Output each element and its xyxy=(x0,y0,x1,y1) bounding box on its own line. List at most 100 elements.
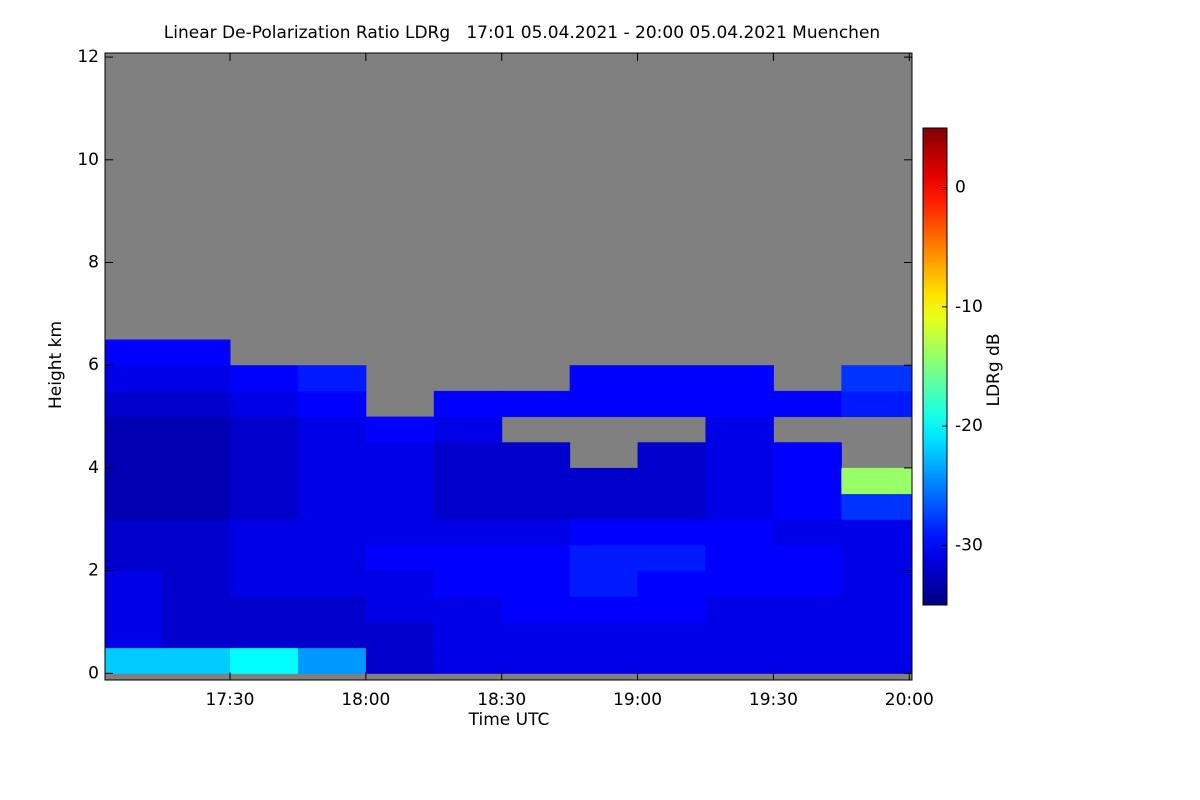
x-tick-label: 19:00 xyxy=(613,690,662,710)
heatmap-cell xyxy=(105,621,163,649)
heatmap-cell xyxy=(773,647,842,674)
heatmap-cell xyxy=(105,365,163,392)
heatmap-cell xyxy=(365,544,435,572)
heatmap-cell xyxy=(162,493,231,520)
heatmap-cell xyxy=(773,621,842,649)
heatmap-cell xyxy=(501,621,571,649)
heatmap-cell xyxy=(162,519,231,546)
heatmap-cell xyxy=(162,390,231,418)
x-tick-label: 20:00 xyxy=(885,690,934,710)
heatmap-cell xyxy=(162,570,231,597)
y-axis-label: Height km xyxy=(46,321,66,409)
heatmap-cell xyxy=(105,467,163,495)
heatmap-cell xyxy=(365,493,435,520)
heatmap-cell xyxy=(229,621,299,649)
heatmap-cell xyxy=(705,442,774,469)
heatmap-cell xyxy=(229,390,299,418)
heatmap-cell xyxy=(501,493,571,520)
heatmap-cell xyxy=(365,519,435,546)
x-axis-label: Time UTC xyxy=(468,710,550,730)
heatmap-cell xyxy=(569,365,639,392)
heatmap-cell xyxy=(297,493,367,520)
heatmap-cell xyxy=(105,390,163,418)
heatmap-cell xyxy=(501,647,571,674)
heatmap-cell xyxy=(569,596,639,623)
heatmap-cell xyxy=(433,647,503,674)
heatmap-cell xyxy=(297,442,367,469)
heatmap-cell xyxy=(637,621,706,649)
heatmap-cell xyxy=(773,596,842,623)
heatmap-cell xyxy=(162,339,231,366)
heatmap-cell xyxy=(229,467,299,495)
heatmap-cell xyxy=(433,570,503,597)
heatmap-cell xyxy=(637,493,706,520)
heatmap-cell xyxy=(501,519,571,546)
heatmap-cell xyxy=(297,596,367,623)
heatmap-cell xyxy=(501,467,571,495)
heatmap-cell xyxy=(637,442,706,469)
heatmap-cell xyxy=(433,519,503,546)
heatmap-cells xyxy=(105,339,913,674)
heatmap-cell xyxy=(773,390,842,418)
heatmap-cell xyxy=(841,365,913,392)
heatmap-cell xyxy=(365,416,435,443)
heatmap-cell xyxy=(773,519,842,546)
heatmap-cell xyxy=(105,647,163,674)
heatmap-cell xyxy=(637,519,706,546)
heatmap-cell xyxy=(501,390,571,418)
heatmap-cell xyxy=(705,416,774,443)
heatmap-cell xyxy=(705,519,774,546)
chart-title: Linear De-Polarization Ratio LDRg 17:01 … xyxy=(164,23,880,43)
heatmap-cell xyxy=(841,596,913,623)
heatmap-cell xyxy=(365,570,435,597)
heatmap-cell xyxy=(105,339,163,366)
heatmap-cell xyxy=(162,467,231,495)
heatmap-cell xyxy=(365,442,435,469)
heatmap-cell xyxy=(297,365,367,392)
heatmap-cell xyxy=(569,621,639,649)
heatmap-cell xyxy=(841,390,913,418)
heatmap-cell xyxy=(773,442,842,469)
colorbar-tick-label: -30 xyxy=(955,535,983,555)
colorbar-tick-label: -10 xyxy=(955,297,983,317)
heatmap-cell xyxy=(162,544,231,572)
heatmap-cell xyxy=(841,493,913,520)
heatmap-cell xyxy=(773,570,842,597)
heatmap-cell xyxy=(637,647,706,674)
heatmap-cell xyxy=(297,570,367,597)
heatmap-cell xyxy=(297,647,367,674)
heatmap-cell xyxy=(162,596,231,623)
heatmap-cell xyxy=(162,621,231,649)
heatmap-cell xyxy=(105,544,163,572)
heatmap-cell xyxy=(433,390,503,418)
heatmap-cell xyxy=(229,442,299,469)
y-tick-label: 12 xyxy=(77,47,99,67)
y-tick-label: 2 xyxy=(88,561,99,581)
heatmap-cell xyxy=(569,519,639,546)
heatmap-cell xyxy=(365,596,435,623)
heatmap-cell xyxy=(297,519,367,546)
heatmap-cell xyxy=(705,621,774,649)
heatmap-cell xyxy=(841,519,913,546)
heatmap-cell xyxy=(705,493,774,520)
heatmap-cell xyxy=(229,570,299,597)
heatmap-cell xyxy=(637,596,706,623)
heatmap-cell xyxy=(229,647,299,674)
heatmap-cell xyxy=(433,467,503,495)
x-tick-label: 19:30 xyxy=(749,690,798,710)
heatmap-cell xyxy=(773,467,842,495)
heatmap-cell xyxy=(162,416,231,443)
heatmap-cell xyxy=(297,544,367,572)
heatmap-cell xyxy=(105,416,163,443)
heatmap-cell xyxy=(105,519,163,546)
heatmap-cell xyxy=(365,467,435,495)
heatmap-cell xyxy=(569,467,639,495)
y-tick-label: 0 xyxy=(88,663,99,683)
heatmap-cell xyxy=(433,416,503,443)
colorbar-label: LDRg dB xyxy=(984,333,1004,406)
plot-frame xyxy=(104,52,913,681)
heatmap-cell xyxy=(705,647,774,674)
heatmap-cell xyxy=(229,365,299,392)
heatmap-cell xyxy=(433,442,503,469)
